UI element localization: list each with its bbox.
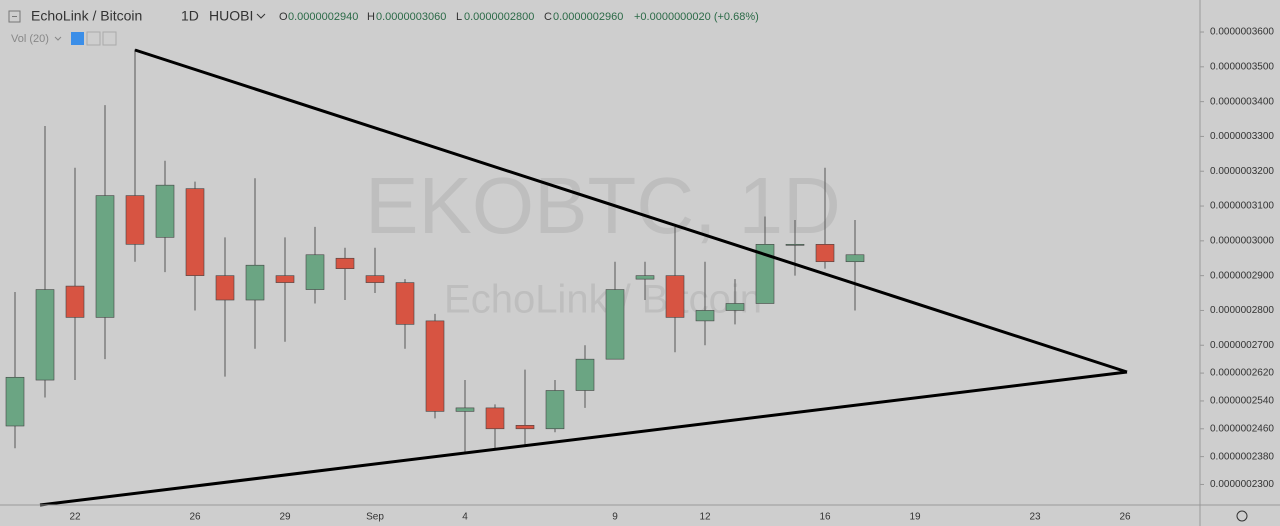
exchange[interactable]: HUOBI [209, 8, 253, 24]
settings-icon[interactable] [1236, 510, 1248, 522]
candle-body [605, 289, 625, 360]
candle-body [155, 184, 175, 238]
candle-body [275, 275, 295, 283]
y-tick-label: 0.0000002620 [1210, 368, 1274, 379]
y-tick-label: 0.0000002700 [1210, 340, 1274, 351]
close-icon[interactable] [102, 31, 117, 46]
x-tick-label: 16 [819, 512, 831, 523]
x-tick-label: 19 [909, 512, 921, 523]
x-tick-label: 26 [1119, 512, 1131, 523]
y-tick-label: 0.0000003400 [1210, 96, 1274, 107]
candle-body [215, 275, 235, 301]
y-tick-label: 0.0000002460 [1210, 423, 1274, 434]
trendline [39, 370, 1128, 507]
candle-body [755, 244, 775, 304]
candle-body [95, 195, 115, 318]
candle-body [545, 390, 565, 430]
candle-body [365, 275, 385, 283]
x-tick-label: 29 [279, 512, 291, 523]
candle-body [35, 289, 55, 381]
candle-body [335, 257, 355, 269]
dropdown-icon[interactable] [54, 36, 62, 41]
candle-body [305, 254, 325, 290]
candle-body [65, 285, 85, 318]
header: EchoLink / Bitcoin 1D HUOBI O 0.00000029… [8, 8, 759, 46]
candle-body [515, 424, 535, 430]
ohlc-value: 0.0000002960 [553, 11, 623, 23]
y-tick-label: 0.0000002540 [1210, 396, 1274, 407]
candle-body [635, 275, 655, 280]
collapse-icon[interactable] [8, 10, 21, 23]
y-tick-label: 0.0000003600 [1210, 27, 1274, 38]
ohlc-label: O [279, 11, 288, 23]
candle-body [125, 195, 145, 245]
symbol: EchoLink / Bitcoin [31, 8, 142, 24]
x-tick-label: Sep [366, 512, 384, 523]
hide-icon[interactable] [71, 32, 84, 45]
candles [5, 49, 865, 454]
candle-body [665, 275, 685, 318]
ohlc-value: 0.0000002800 [464, 11, 534, 23]
candle-body [575, 358, 595, 391]
candle-body [845, 254, 865, 263]
y-tick-label: 0.0000003100 [1210, 201, 1274, 212]
candle-body [425, 320, 445, 412]
y-tick-label: 0.0000003500 [1210, 61, 1274, 72]
ohlc-label: L [456, 11, 462, 23]
x-tick-label: 4 [462, 512, 468, 523]
y-tick-label: 0.0000003200 [1210, 166, 1274, 177]
candle-body [395, 282, 415, 325]
candle-body [455, 407, 475, 412]
x-tick-label: 23 [1029, 512, 1041, 523]
indicator-label: Vol (20) [11, 33, 49, 45]
candle-body [245, 264, 265, 301]
dropdown-icon[interactable] [256, 13, 266, 19]
ohlc-value: 0.0000003060 [376, 11, 446, 23]
y-tick-label: 0.0000002800 [1210, 305, 1274, 316]
x-tick-label: 9 [612, 512, 618, 523]
x-tick-label: 22 [69, 512, 81, 523]
change: +0.0000000020 (+0.68%) [634, 11, 759, 23]
y-tick-label: 0.0000002900 [1210, 270, 1274, 281]
ohlc-label: H [367, 11, 375, 23]
y-tick-label: 0.0000002300 [1210, 479, 1274, 490]
candle-body [485, 407, 505, 430]
y-tick-label: 0.0000003000 [1210, 235, 1274, 246]
trendline [134, 48, 1128, 374]
y-tick-label: 0.0000002380 [1210, 451, 1274, 462]
candle-body [725, 303, 745, 311]
candle-body [695, 310, 715, 322]
candle-body [785, 244, 805, 246]
ohlc-label: C [544, 11, 552, 23]
candle-body [815, 244, 835, 263]
ohlc-value: 0.0000002940 [288, 11, 358, 23]
watermark-title: EKOBTC, 1D [365, 161, 841, 250]
x-tick-label: 26 [189, 512, 201, 523]
x-tick-label: 12 [699, 512, 711, 523]
interval: 1D [181, 8, 199, 24]
y-tick-label: 0.0000003300 [1210, 131, 1274, 142]
settings-icon[interactable] [86, 31, 101, 46]
candle-body [185, 188, 205, 276]
candle-body [5, 376, 25, 427]
